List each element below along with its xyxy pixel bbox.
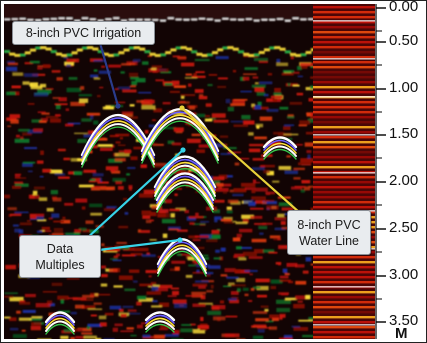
water-line-pointer (181, 107, 301, 214)
minor-reflection (145, 323, 175, 333)
irrigation-callout-label: 8-inch PVC Irrigation (25, 26, 142, 40)
multiples-pointer (98, 238, 181, 252)
data-multiples-callout-line1: Data (46, 241, 74, 256)
data-multiples-callout-line2: Multiples (35, 257, 85, 272)
water-line-reflection (141, 111, 219, 155)
irrigation-pipe-reflection (80, 113, 156, 157)
depth-tick: 2.50 (389, 219, 419, 236)
minor-reflection (144, 311, 176, 322)
water-line-reflection (141, 120, 219, 164)
multiple-reflection (157, 241, 207, 268)
minor-reflection (263, 142, 297, 154)
minor-reflection (262, 136, 298, 149)
water-line-reflection (141, 114, 219, 158)
multiple-reflection (157, 250, 207, 277)
depth-unit-label: M (395, 325, 408, 342)
minor-reflection (263, 145, 297, 157)
data-multiples-callout: Data Multiples (19, 235, 101, 278)
minor-reflection (263, 139, 297, 151)
minor-reflection (45, 323, 75, 335)
multiple-reflection (154, 168, 216, 200)
multiples-pointer (84, 149, 184, 241)
minor-reflection (145, 317, 175, 327)
depth-tick: 1.00 (389, 79, 419, 96)
multiple-reflection (155, 172, 215, 202)
depth-tick: 0.00 (389, 0, 419, 15)
water-line-reflection (141, 117, 219, 161)
minor-reflection (45, 314, 75, 326)
multiple-reflection (157, 247, 207, 274)
depth-tick: 3.50 (389, 312, 419, 329)
minor-reflection (263, 148, 297, 160)
water-line-callout-line2: Water Line (299, 233, 359, 248)
minor-reflection (145, 320, 175, 330)
multiple-reflection (156, 181, 214, 210)
minor-reflection (44, 311, 76, 324)
depth-axis (375, 4, 386, 339)
depth-tick: 3.00 (389, 266, 419, 283)
minor-reflection (145, 314, 175, 324)
minor-reflection (45, 320, 75, 332)
depth-tick: 0.50 (389, 32, 419, 49)
multiple-reflection (154, 159, 216, 191)
depth-tick: 2.00 (389, 172, 419, 189)
depth-tick: 1.50 (389, 125, 419, 142)
multiple-reflection (157, 244, 207, 271)
multiple-reflection (156, 178, 214, 207)
multiple-reflection (153, 155, 217, 189)
irrigation-callout: 8-inch PVC Irrigation (12, 21, 155, 45)
water-line-callout: 8-inch PVC Water Line (287, 210, 371, 255)
irrigation-pointer (98, 42, 120, 107)
minor-reflection (45, 317, 75, 329)
multiple-reflection (154, 162, 216, 194)
multiple-reflection (156, 175, 214, 204)
water-line-callout-line1: 8-inch PVC (297, 217, 361, 232)
multiple-reflection (154, 164, 216, 197)
multiple-reflection (156, 184, 214, 213)
